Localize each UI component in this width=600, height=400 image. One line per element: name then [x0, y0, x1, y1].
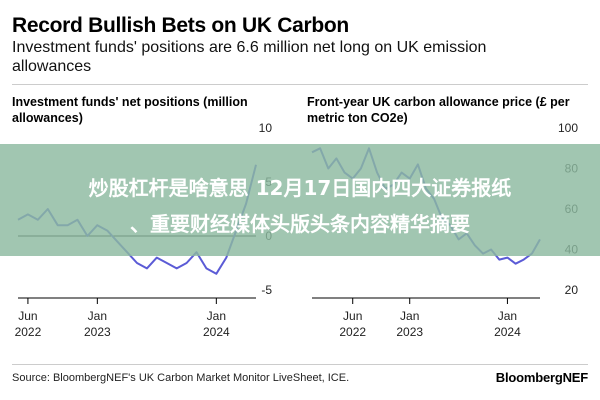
- right-panel-title: Front-year UK carbon allowance price (£ …: [307, 95, 570, 125]
- panel1-xtick-year-1: 2023: [396, 325, 423, 339]
- panel0-xtick-year-2: 2024: [203, 325, 230, 339]
- panel0-xtick-month-2: Jan: [207, 309, 226, 323]
- panel1-ytick-0: 20: [565, 283, 579, 297]
- panel1-xtick-month-0: Jun: [343, 309, 362, 323]
- chart-subtitle: Investment funds' positions are 6.6 mill…: [12, 39, 487, 75]
- brand-logo: BloombergNEF: [495, 370, 588, 385]
- bottom-divider: [12, 364, 588, 365]
- panel1-ytick-4: 100: [558, 121, 578, 135]
- source-note: Source: BloombergNEF's UK Carbon Market …: [12, 372, 350, 384]
- panel0-xtick-month-1: Jan: [88, 309, 107, 323]
- panel1-xtick-month-1: Jan: [400, 309, 419, 323]
- panel1-xtick-month-2: Jan: [498, 309, 517, 323]
- panel1-xtick-year-2: 2024: [494, 325, 521, 339]
- chart-title: Record Bullish Bets on UK Carbon: [12, 14, 349, 37]
- panel0-xtick-year-0: 2022: [15, 325, 42, 339]
- overlay-headline-line1: 炒股杠杆是啥意思 12月17日国内四大证券报纸: [88, 176, 512, 200]
- overlay-banner: [0, 144, 600, 256]
- left-panel-title: Investment funds' net positions (million…: [12, 95, 248, 125]
- panel1-xtick-year-0: 2022: [339, 325, 366, 339]
- panel0-xtick-year-1: 2023: [84, 325, 111, 339]
- panel0-xtick-month-0: Jun: [18, 309, 37, 323]
- panel0-ytick-0: -5: [261, 283, 272, 297]
- overlay-headline-line2: 、重要财经媒体头版头条内容精华摘要: [130, 212, 470, 236]
- top-divider: [12, 84, 588, 85]
- panel0-ytick-3: 10: [259, 121, 273, 135]
